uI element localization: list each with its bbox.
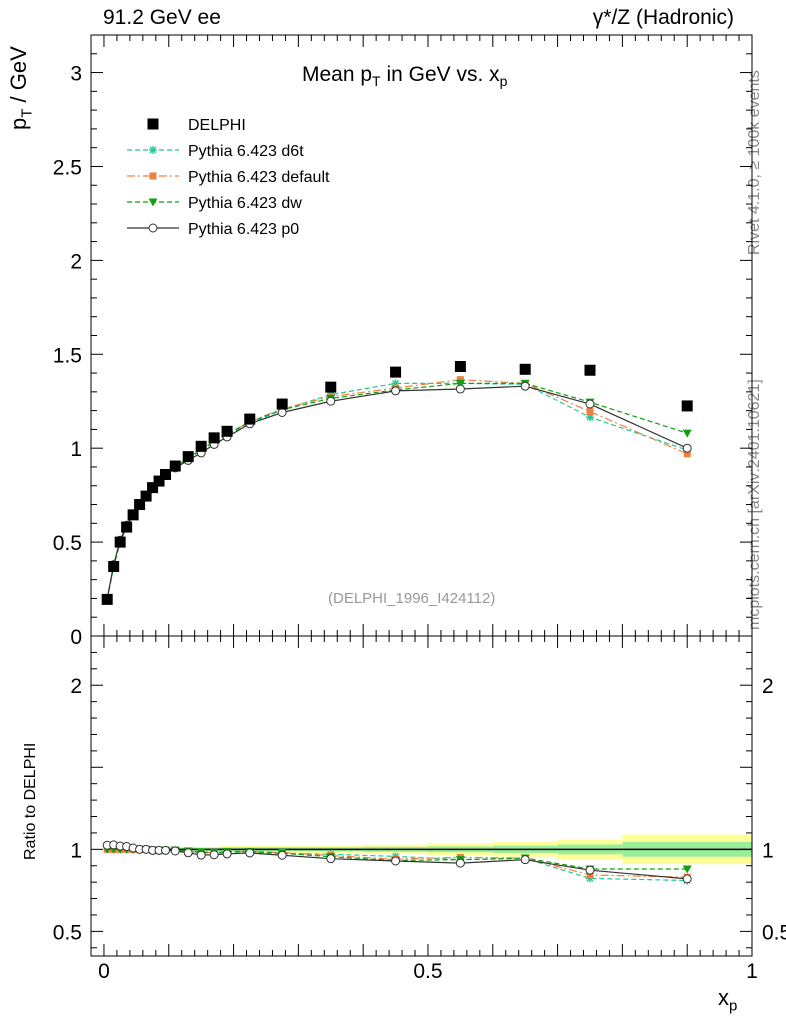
ratio-point-p0 [585,865,595,875]
point-data [147,482,159,494]
point-dw [455,379,465,388]
point-data [208,432,220,444]
point-data [244,413,256,425]
point-data [519,363,531,375]
point-default [586,408,594,416]
plot-title-mid: in GeV vs. x [380,63,500,86]
ratio-point-p0 [391,856,401,866]
point-data [681,400,693,412]
plot-title: Mean pT in GeV vs. xp [302,63,507,89]
y-tick-label: 1 [70,438,82,461]
ratio-y-tick-label-right: 1 [762,839,774,862]
ratio-y-tick-label: 0.5 [53,921,82,944]
legend-marker-data [147,118,159,130]
point-data [134,499,146,511]
series-line-dw [106,382,688,600]
header-right-title: γ*/Z (Hadronic) [592,6,734,29]
point-data [114,536,126,548]
point-data [101,593,113,605]
point-data [195,440,207,452]
ratio-y-tick-label: 2 [70,675,82,698]
point-p0 [585,399,595,409]
point-p0 [391,386,401,396]
ratio-point-default [586,871,594,879]
y-tick-label: 2.5 [53,156,82,179]
y-tick-label: 2 [70,250,82,273]
point-p0 [520,381,530,391]
ratio-point-p0 [455,858,465,868]
point-dw [682,429,692,438]
series-line-p0 [106,385,688,599]
legend-marker-dw [148,198,158,207]
point-data [153,475,165,487]
legend-label-p0: Pythia 6.423 p0 [188,221,299,238]
legend-label-d6t: Pythia 6.423 d6t [188,143,304,160]
legend-marker-default [149,172,157,180]
point-data [221,425,233,437]
legend-marker-d6t [149,146,157,154]
point-data [390,366,402,378]
point-data [325,381,337,393]
point-data [169,460,181,472]
ratio-point-p0 [245,848,255,858]
point-data [127,509,139,521]
ratio-y-tick-label-right: 0.5 [762,921,786,944]
x-tick-label: 0 [98,960,110,983]
point-default [456,376,464,384]
ratio-point-p0 [222,849,232,859]
y-tick-label: 0 [70,626,82,649]
ratio-point-p0 [326,854,336,864]
point-p0 [277,408,287,418]
point-default [683,450,691,458]
ratio-point-p0 [520,855,530,865]
ratio-point-p0 [170,846,180,856]
ratio-y-tick-label-right: 2 [762,675,774,698]
x-axis-label-x: x [718,985,729,1010]
x-axis-label: xp [718,985,737,1014]
ratio-point-dw [682,865,692,874]
point-p0 [326,396,336,406]
ratio-point-p0 [682,874,692,884]
ratio-point-p0 [196,850,206,860]
legend-label-default: Pythia 6.423 default [188,169,330,186]
plot-title-sub-p: p [499,73,508,90]
ratio-point-p0 [277,850,287,860]
point-data [276,398,288,410]
ratio-plot-frame [90,635,753,957]
point-data [454,360,466,372]
point-data [121,521,133,533]
x-tick-label: 0.5 [413,960,442,983]
point-data [140,490,152,502]
ratio-point-p0 [161,845,171,855]
legend-label-data: DELPHI [188,117,246,134]
x-axis-label-sub: p [729,997,738,1015]
point-data [182,451,194,463]
ratio-point-p0 [209,850,219,860]
plot-watermark: (DELPHI_1996_I424112) [328,590,496,607]
point-data [160,468,172,480]
header-left-title: 91.2 GeV ee [103,6,221,29]
legend-marker-p0 [148,223,158,233]
plot-title-sub-t: T [372,73,381,90]
series-line-default [106,379,688,600]
y-tick-label: 3 [70,63,82,86]
point-data [584,364,596,376]
x-tick-label: 1 [746,960,758,983]
point-p0 [455,384,465,394]
plot-title-main: Mean p [302,63,373,86]
point-data [108,561,120,573]
y-tick-label: 1.5 [53,344,82,367]
y-tick-label: 0.5 [53,532,82,555]
legend-label-dw: Pythia 6.423 dw [188,195,302,212]
ratio-point-p0 [183,848,193,858]
series-line-d6t [106,382,688,600]
ratio-y-tick-label: 1 [70,839,82,862]
point-p0 [682,443,692,453]
